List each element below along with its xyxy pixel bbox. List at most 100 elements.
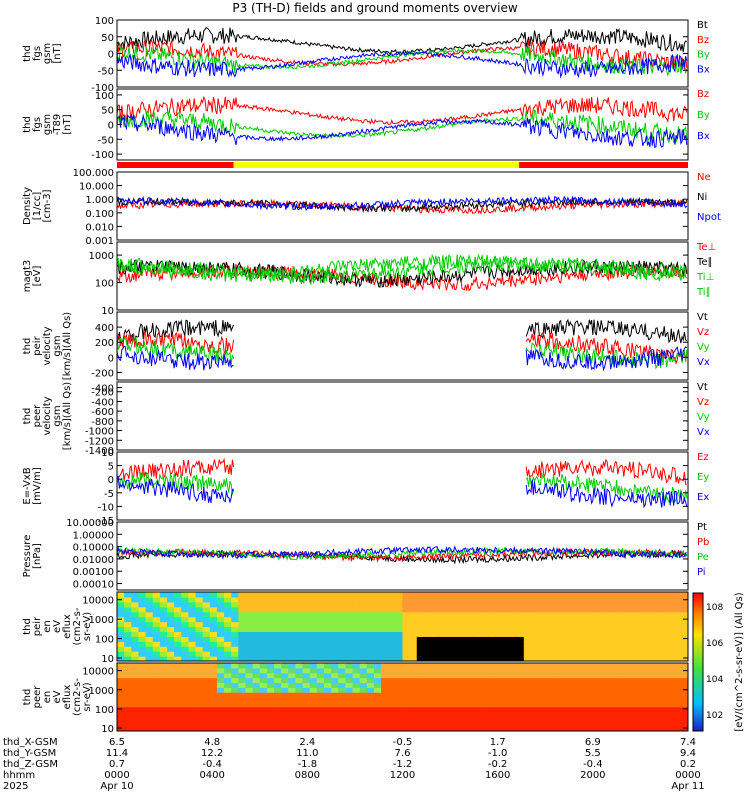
spectrogram-cell (359, 646, 368, 652)
spectrogram-cell (309, 663, 318, 669)
spectrogram-cell (338, 721, 346, 727)
spectrogram-cell (388, 697, 396, 703)
spectrogram-cell (131, 616, 140, 623)
panel-data (117, 457, 688, 509)
spectrogram-cell (302, 596, 311, 603)
legend-By: By (697, 50, 710, 61)
spectrogram-cell (580, 721, 589, 727)
spectrogram-cell (630, 651, 639, 657)
spectrogram-cell (595, 606, 603, 613)
spectrogram-cell (481, 596, 489, 603)
spectrogram-cell (645, 677, 653, 684)
spectrogram-cell (623, 596, 632, 603)
spectrogram-cell (323, 726, 332, 731)
spectrogram-cell (195, 706, 204, 713)
spectrogram-cell (673, 721, 682, 727)
spectrogram-cell (516, 631, 525, 637)
spectrogram-cell (409, 726, 418, 731)
spectrogram-cell (673, 716, 682, 722)
spectrogram-cell (174, 682, 182, 688)
spectrogram-cell (288, 656, 297, 661)
spectrogram-cell (138, 596, 147, 603)
spectrogram-cell (231, 687, 239, 693)
spectrogram-cell (266, 672, 275, 679)
spectrogram-cell (381, 697, 389, 703)
spectrogram-cell (231, 592, 239, 598)
spectrogram-cell (666, 641, 675, 647)
spectrogram-cell (323, 611, 332, 618)
spectrogram-cell (502, 672, 511, 679)
spectrogram-cell (266, 682, 275, 688)
spectrogram-cell (566, 611, 575, 618)
spectrogram-cell (159, 701, 168, 708)
spectrogram-cell (231, 631, 239, 637)
y-tick-label: 0.00100 (73, 567, 114, 578)
spectrogram-cell (573, 592, 582, 598)
spectrogram-cell (345, 651, 354, 657)
spectrogram-cell (216, 651, 225, 657)
spectrogram-cell (202, 641, 211, 647)
spectrogram-cell (659, 631, 668, 637)
spectrogram-cell (274, 596, 282, 603)
spectrogram-cell (481, 711, 489, 718)
spectrogram-cell (366, 631, 375, 637)
spectrogram-cell (323, 711, 332, 718)
spectrogram-cell (124, 677, 132, 684)
spectrogram-cell (452, 667, 461, 674)
spectrogram-cell (238, 616, 247, 623)
spectrogram-cell (224, 692, 232, 698)
spectrogram-cell (366, 596, 375, 603)
x-tick-label: -1.0 (488, 748, 508, 759)
spectrogram-cell (352, 651, 361, 657)
spectrogram-cell (302, 606, 311, 613)
spectrogram-cell (473, 687, 482, 693)
spectrogram-cell (452, 677, 461, 684)
spectrogram-cell (459, 716, 468, 722)
spectrogram-cell (145, 697, 154, 703)
spectrogram-cell (309, 672, 318, 679)
spectrogram-cell (545, 616, 553, 623)
spectrogram-cell (159, 726, 168, 731)
spectrogram-cell (416, 611, 425, 618)
legend-Vy: Vy (697, 342, 710, 353)
legend-Bz: Bz (697, 35, 709, 46)
spectrogram-cell (388, 716, 396, 722)
spectrogram-cell (345, 621, 354, 628)
spectrogram-cell (252, 672, 261, 679)
spectrogram-cell (117, 721, 125, 727)
spectrogram-cell (323, 631, 332, 637)
spectrogram-cell (552, 641, 561, 647)
spectrogram-cell (174, 611, 182, 618)
spectrogram-cell (117, 682, 125, 688)
y-axis-label: thd (22, 618, 33, 635)
spectrogram-cell (523, 656, 532, 661)
spectrogram-cell (445, 606, 454, 613)
spectrogram-cell (502, 601, 511, 608)
spectrogram-cell (131, 692, 140, 698)
spectrogram-cell (274, 711, 282, 718)
spectrogram-cell (445, 701, 454, 708)
spectrogram-cell (680, 641, 688, 647)
spectrogram-cell (288, 716, 297, 722)
spectrogram-cell (666, 697, 675, 703)
spectrogram-cell (295, 677, 304, 684)
spectrogram-cell (288, 711, 297, 718)
spectrogram-cell (216, 656, 225, 661)
spectrogram-cell (166, 606, 175, 613)
spectrogram-cell (680, 701, 688, 708)
spectrogram-cell (216, 596, 225, 603)
spectrogram-cell (209, 606, 218, 613)
spectrogram-cell (352, 596, 361, 603)
spectrogram-cell (552, 656, 561, 661)
spectrogram-cell (323, 651, 332, 657)
spectrogram-cell (274, 616, 282, 623)
spectrogram-cell (259, 716, 268, 722)
spectrogram-cell (381, 616, 389, 623)
spectrogram-cell (202, 631, 211, 637)
spectrogram-cell (609, 677, 618, 684)
spectrogram-cell (331, 692, 339, 698)
spectrogram-cell (309, 626, 318, 633)
spectrogram-cell (266, 611, 275, 618)
spectrogram-cell (452, 592, 461, 598)
spectrogram-cell (523, 651, 532, 657)
